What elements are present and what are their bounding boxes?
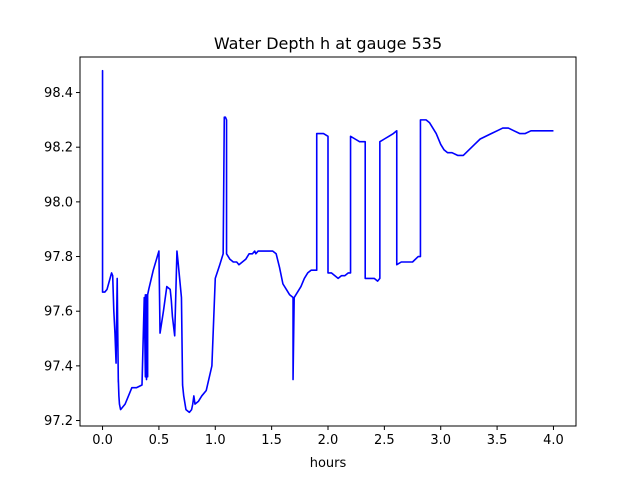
x-tick-label: 2.5: [374, 433, 395, 448]
y-tick-label: 97.6: [44, 305, 73, 320]
x-axis-label: hours: [310, 456, 347, 471]
y-tick-label: 98.0: [44, 195, 73, 210]
y-tick-label: 97.4: [44, 359, 73, 374]
y-tick-label: 98.4: [44, 86, 73, 101]
x-axis: 0.0 0.5 1.0 1.5 2.0 2.5 3.0 3.5 4.0: [92, 426, 564, 448]
chart-title: Water Depth h at gauge 535: [214, 34, 442, 53]
x-tick-label: 0.0: [92, 433, 113, 448]
x-tick-label: 0.5: [149, 433, 170, 448]
x-tick-label: 1.5: [261, 433, 282, 448]
axes-frame: [79, 56, 577, 427]
x-tick-label: 2.0: [318, 433, 339, 448]
series-line-0: [101, 69, 554, 414]
x-tick-label: 1.0: [205, 433, 226, 448]
plot-area: [101, 69, 554, 414]
x-tick-label: 3.0: [430, 433, 451, 448]
y-tick-label: 98.2: [44, 141, 73, 156]
x-tick-label: 3.5: [487, 433, 508, 448]
y-tick-label: 97.8: [44, 250, 73, 265]
x-tick-label: 4.0: [543, 433, 564, 448]
y-axis: 97.2 97.4 97.6 97.8 98.0 98.2 98.4: [44, 86, 80, 429]
y-tick-label: 97.2: [44, 414, 73, 429]
